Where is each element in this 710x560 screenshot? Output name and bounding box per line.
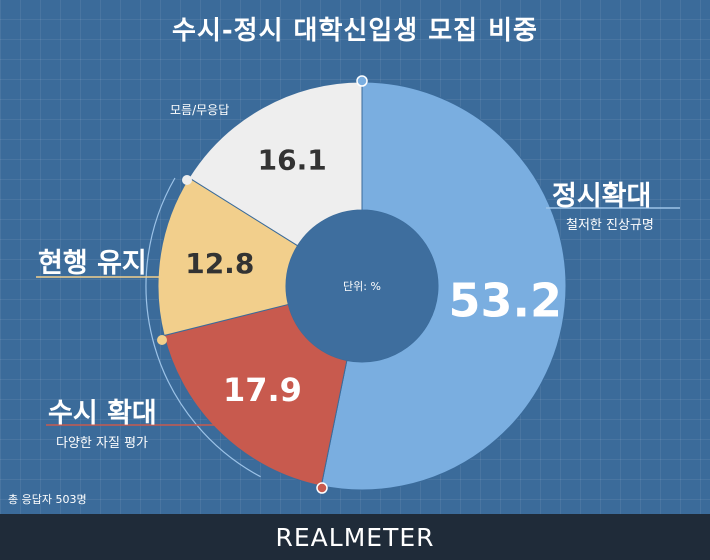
value-label-3: 12.8 [185,247,254,280]
label-hyeonhaeng: 현행 유지 [38,248,147,279]
brand-logo: REALMETER [275,523,435,552]
dot-top [356,75,368,87]
sublabel-jeongsi: 철저한 진상규명 [566,218,654,233]
donut-center [286,210,438,362]
chart-title: 수시-정시 대학신입생 모집 비중 [172,16,538,46]
dot-bottom [316,482,328,494]
unit-label: 단위: % [343,280,381,293]
value-label-1: 53.2 [449,273,563,327]
value-label-4: 16.1 [258,144,327,177]
dot-left-top [182,175,192,185]
value-label-2: 17.9 [223,371,302,409]
outer-arc [145,177,261,478]
total-respondents: 총 응답자 503명 [8,493,87,506]
label-moreum: 모름/무응답 [170,103,230,117]
footer-bar [0,514,710,560]
label-jeongsi: 정시확대 [552,181,652,212]
sublabel-susi: 다양한 자질 평가 [56,436,148,451]
dot-left-mid [157,335,167,345]
label-susi: 수시 확대 [48,398,157,429]
